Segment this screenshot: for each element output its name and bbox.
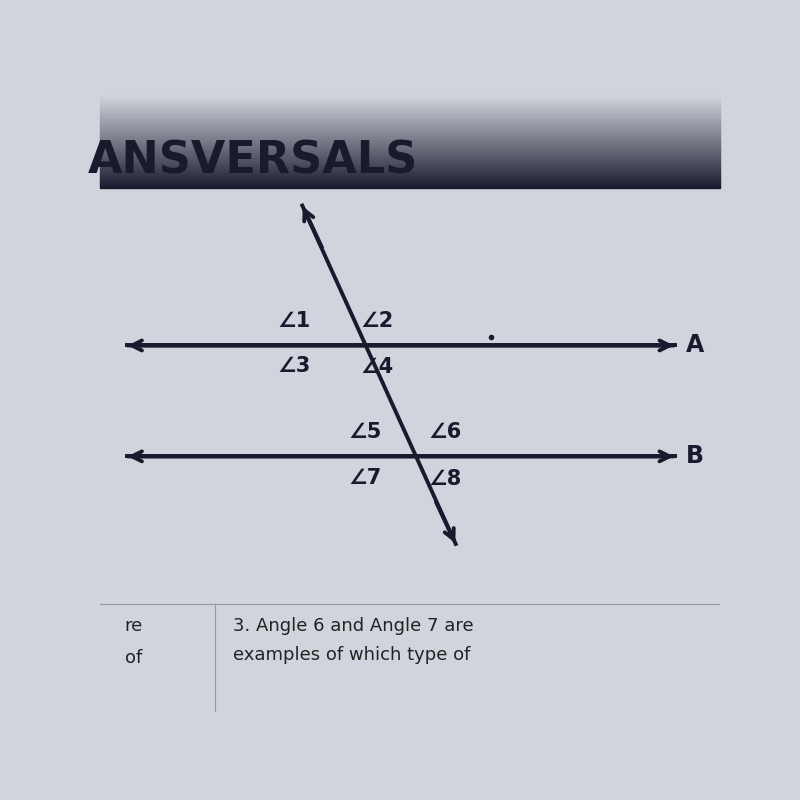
Bar [100, 146, 720, 147]
Bar [100, 116, 720, 117]
Bar [100, 171, 720, 172]
Text: B: B [686, 444, 704, 468]
Text: ∠3: ∠3 [278, 356, 310, 376]
Bar [100, 161, 720, 162]
Bar [100, 147, 720, 148]
Bar [100, 155, 720, 156]
Bar [100, 98, 720, 99]
Bar [100, 133, 720, 134]
Bar [100, 148, 720, 149]
Bar [100, 142, 720, 143]
Text: ∠7: ∠7 [349, 468, 382, 488]
Bar [100, 145, 720, 146]
Text: ∠6: ∠6 [429, 422, 462, 442]
Bar [100, 178, 720, 179]
Bar [100, 126, 720, 127]
Text: ANSVERSALS: ANSVERSALS [88, 139, 418, 182]
Bar [100, 109, 720, 110]
Bar [100, 137, 720, 138]
Bar [100, 135, 720, 137]
Bar [100, 150, 720, 151]
Bar [100, 180, 720, 182]
Bar [100, 184, 720, 185]
Text: ∠2: ∠2 [360, 311, 394, 331]
Bar [100, 132, 720, 133]
Bar [100, 117, 720, 118]
Bar [100, 107, 720, 109]
Text: ∠4: ∠4 [360, 357, 394, 377]
Bar [100, 120, 720, 122]
Bar [100, 185, 720, 186]
Text: ∠5: ∠5 [349, 422, 382, 442]
Bar [100, 114, 720, 116]
Bar [100, 103, 720, 104]
Bar [100, 128, 720, 130]
Bar [100, 149, 720, 150]
Bar [100, 182, 720, 184]
Bar [100, 163, 720, 164]
Bar [100, 154, 720, 155]
Bar [100, 168, 720, 169]
Bar [100, 172, 720, 174]
Bar [100, 96, 720, 97]
Bar [100, 140, 720, 141]
Bar [100, 156, 720, 158]
Bar [100, 158, 720, 159]
Bar [100, 111, 720, 112]
Bar [100, 106, 720, 107]
Bar [100, 122, 720, 124]
Bar [100, 112, 720, 114]
Bar [100, 159, 720, 161]
Bar [100, 164, 720, 166]
Bar [100, 104, 720, 106]
Bar [100, 151, 720, 153]
Bar [100, 102, 720, 103]
Bar [100, 97, 720, 98]
Bar [100, 187, 720, 188]
Bar [100, 162, 720, 163]
Bar [100, 141, 720, 142]
Bar [100, 177, 720, 178]
Bar [100, 176, 720, 177]
Bar [100, 138, 720, 140]
Bar [100, 186, 720, 187]
Text: 3. Angle 6 and Angle 7 are
examples of which type of: 3. Angle 6 and Angle 7 are examples of w… [234, 617, 474, 664]
Bar [100, 118, 720, 119]
Bar [100, 101, 720, 102]
Bar [100, 166, 720, 168]
Bar [100, 99, 720, 101]
Text: re
of: re of [125, 617, 143, 666]
Bar [100, 170, 720, 171]
Bar [100, 130, 720, 132]
Bar [100, 119, 720, 120]
Bar [100, 134, 720, 135]
Bar [100, 174, 720, 176]
Text: A: A [686, 334, 704, 358]
Bar [100, 127, 720, 128]
Bar [100, 179, 720, 180]
Bar [100, 124, 720, 125]
Text: ∠8: ∠8 [429, 470, 462, 490]
Bar [100, 153, 720, 154]
Bar [100, 169, 720, 170]
Bar [100, 143, 720, 145]
Bar [100, 110, 720, 111]
Text: ∠1: ∠1 [278, 311, 310, 331]
Bar [100, 125, 720, 126]
